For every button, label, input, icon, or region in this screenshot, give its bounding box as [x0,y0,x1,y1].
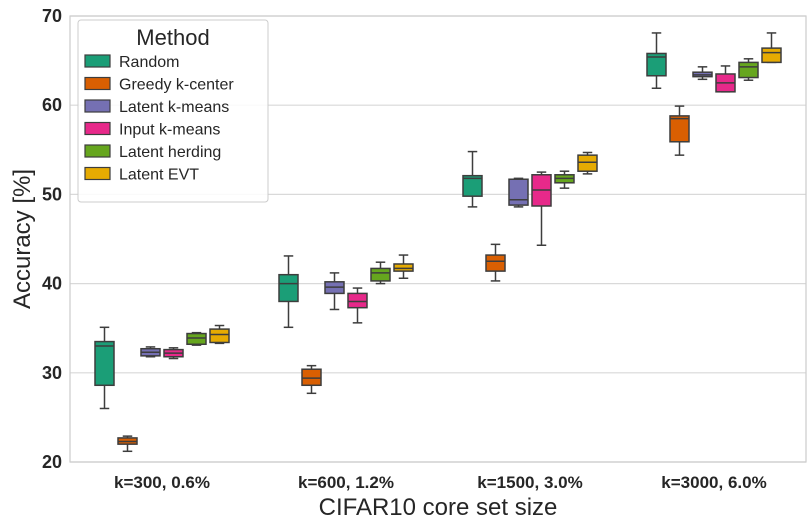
box-random-0 [94,326,115,410]
y-tick-label: 30 [42,363,62,383]
box-iqr [485,254,506,272]
box-iqr [186,332,207,346]
legend-swatch-latent-k-means [84,99,111,113]
box-latent-herding-1 [370,261,391,285]
box-iqr [393,263,414,272]
box-latent-k-means-3 [692,66,713,81]
box-iqr [738,61,759,79]
legend-swatch-greedy-k-center [84,76,111,91]
box-iqr [761,47,782,64]
box-iqr [646,52,667,77]
legend: Method Random Greedy k-center Latent k-mea… [77,19,269,203]
legend-swatch-input-k-means [84,121,111,136]
box-latent-k-means-2 [508,177,529,208]
box-iqr [278,273,299,303]
box-iqr [347,292,368,309]
box-latent-herding-2 [554,170,575,189]
x-tick-label: k=300, 0.6% [114,473,210,492]
y-tick-label: 20 [42,452,62,472]
box-latent-evt-3 [761,32,782,64]
box-input-k-means-3 [715,65,736,93]
box-iqr [301,368,322,387]
x-tick-labels: k=300, 0.6% k=600, 1.2% k=1500, 3.0% k=3000… [114,473,767,492]
box-greedy-k-center-0 [117,435,138,453]
box-random-3 [646,32,667,90]
box-greedy-k-center-2 [485,243,506,282]
legend-label: Greedy k-center [119,77,234,94]
box-latent-evt-0 [209,324,230,345]
x-tick-label: k=1500, 3.0% [477,473,582,492]
legend-swatch-latent-herding [84,144,111,158]
legend-label: Latent k-means [119,99,229,116]
box-latent-k-means-1 [324,272,345,311]
box-input-k-means-1 [347,287,368,324]
x-tick-label: k=3000, 6.0% [661,473,766,492]
box-greedy-k-center-3 [669,105,690,156]
box-input-k-means-2 [531,171,552,246]
box-random-1 [278,255,299,329]
y-tick-labels: 20 30 40 50 60 70 [42,6,62,472]
legend-label: Random [119,54,179,71]
y-tick-label: 50 [42,184,62,204]
plot-frame [69,15,807,463]
box-iqr [462,174,483,197]
legend-frame [77,19,269,203]
box-latent-herding-0 [186,331,207,346]
box-latent-evt-1 [393,254,414,279]
box-random-2 [462,150,483,208]
y-tick-label: 70 [42,6,62,26]
legend-title: Method [136,25,209,50]
box-iqr [94,340,115,387]
box-iqr [370,267,391,282]
legend-items: Random Greedy k-center Latent k-means Input… [84,54,234,184]
box-iqr [209,328,230,344]
legend-label: Input k-means [119,122,220,139]
y-tick-label: 60 [42,95,62,115]
x-tick-label: k=600, 1.2% [298,473,394,492]
box-iqr [577,154,598,172]
legend-label: Latent EVT [119,167,199,184]
y-tick-label: 40 [42,274,62,294]
y-axis-label: Accuracy [%] [9,169,36,309]
legend-label: Latent herding [119,144,221,161]
boxes [94,32,782,453]
x-axis-label: CIFAR10 core set size [319,494,558,521]
legend-swatch-random [84,54,111,68]
box-latent-evt-2 [577,151,598,175]
box-iqr [669,115,690,143]
box-iqr [508,178,529,206]
box-latent-k-means-0 [140,346,161,358]
box-greedy-k-center-1 [301,364,322,395]
legend-swatch-latent-evt [84,166,111,181]
box-latent-herding-3 [738,58,759,81]
box-input-k-means-0 [163,347,184,360]
